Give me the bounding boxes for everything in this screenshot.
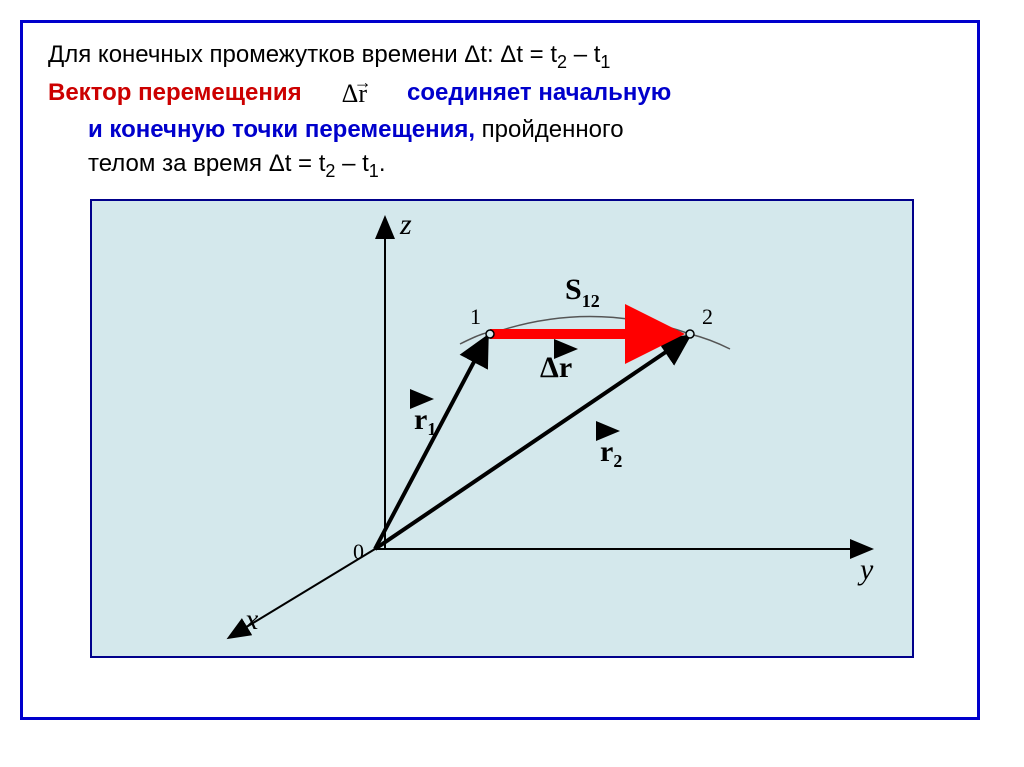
vector-diagram: z y x 0 1 2 S12 r1 r2 Δr (90, 199, 910, 679)
line3-blue: и конечную точки перемещения, (88, 116, 475, 143)
line1-mid: – t (567, 41, 600, 68)
line4-sub1: 2 (325, 161, 335, 181)
vector-r1 (375, 341, 485, 549)
line4-a: телом за время Δt = t (88, 150, 325, 177)
line4-end: . (379, 150, 386, 177)
line2-red: Вектор перемещения (48, 79, 302, 106)
line3-black: пройденного (475, 116, 624, 143)
line1-sub2: 1 (600, 52, 610, 72)
point-1 (486, 330, 494, 338)
label-delta-r: Δr (540, 351, 572, 384)
text-content: Для конечных промежутков времени Δt: Δt … (48, 38, 952, 184)
slide-frame: Для конечных промежутков времени Δt: Δt … (20, 20, 980, 720)
line4-sub2: 1 (369, 161, 379, 181)
label-r2: r2 (600, 435, 622, 471)
line4-mid: – t (335, 150, 368, 177)
label-r1: r1 (414, 403, 436, 439)
line2-blue: соединяет начальную (407, 79, 671, 106)
vector-arrow-icon: → (354, 69, 372, 95)
point-2 (686, 330, 694, 338)
formula-delta-r: Δr→ (342, 75, 367, 113)
label-s12: S12 (565, 273, 600, 311)
line1-sub1: 2 (557, 52, 567, 72)
label-x: x (244, 603, 259, 636)
label-y: y (857, 553, 874, 586)
diagram-svg: z y x 0 1 2 S12 r1 r2 Δr (90, 199, 910, 679)
label-origin: 0 (353, 539, 364, 564)
label-point1: 1 (470, 304, 481, 329)
line1-part1: Для конечных промежутков времени Δt: Δt … (48, 41, 557, 68)
label-z: z (399, 208, 412, 241)
label-point2: 2 (702, 304, 713, 329)
vector-r2 (375, 339, 685, 549)
